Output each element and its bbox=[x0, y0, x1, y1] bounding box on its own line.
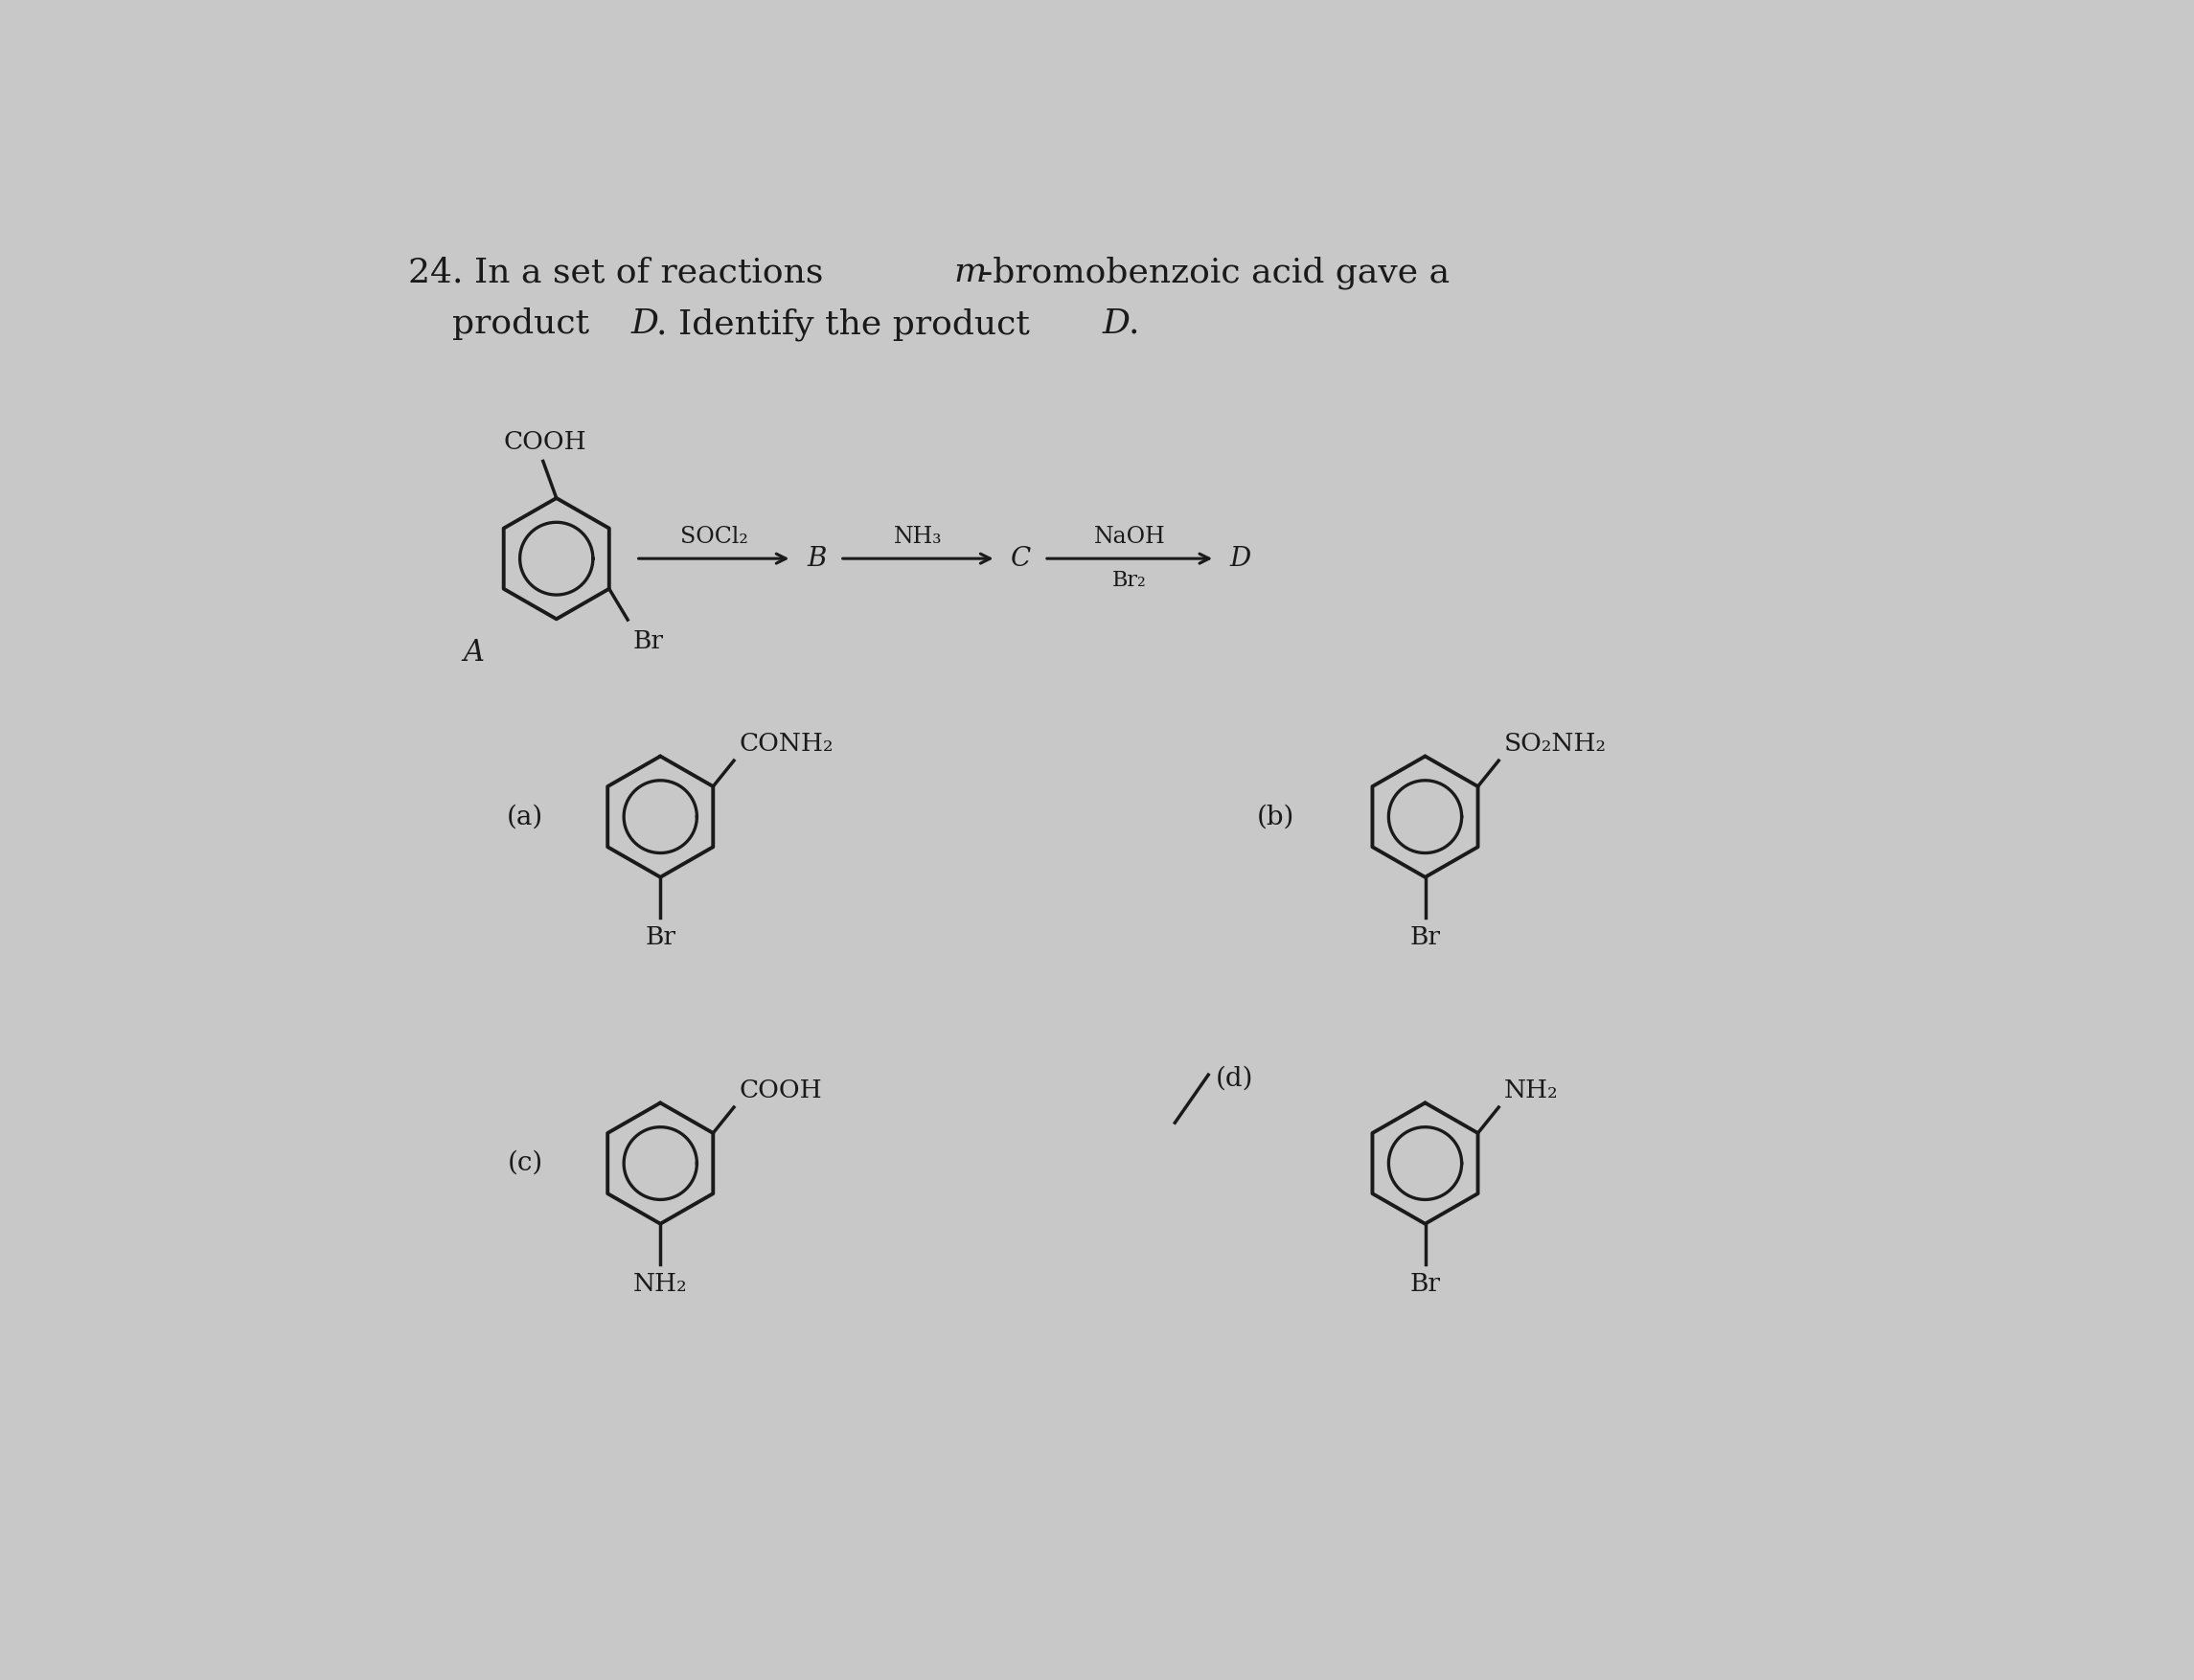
Text: D: D bbox=[1231, 546, 1251, 571]
Text: D: D bbox=[1101, 307, 1130, 341]
Text: D: D bbox=[630, 307, 658, 341]
Text: NH₂: NH₂ bbox=[1503, 1079, 1558, 1102]
Text: NH₂: NH₂ bbox=[634, 1272, 687, 1295]
Text: COOH: COOH bbox=[739, 1079, 823, 1102]
Text: B: B bbox=[807, 546, 827, 571]
Text: (a): (a) bbox=[507, 803, 544, 830]
Text: Br: Br bbox=[632, 630, 663, 654]
Text: C: C bbox=[1011, 546, 1031, 571]
Text: Br: Br bbox=[645, 926, 676, 949]
Text: (d): (d) bbox=[1215, 1065, 1253, 1092]
Text: Br: Br bbox=[1411, 926, 1441, 949]
Text: NaOH: NaOH bbox=[1095, 526, 1165, 548]
Text: -bromobenzoic acid gave a: -bromobenzoic acid gave a bbox=[981, 255, 1450, 289]
Text: CONH₂: CONH₂ bbox=[739, 731, 834, 756]
Text: (c): (c) bbox=[507, 1151, 544, 1176]
Text: . Identify the product: . Identify the product bbox=[656, 307, 1042, 341]
Text: m: m bbox=[954, 255, 987, 289]
Text: SOCl₂: SOCl₂ bbox=[680, 526, 748, 548]
Text: NH₃: NH₃ bbox=[893, 526, 941, 548]
Text: A: A bbox=[463, 637, 485, 667]
Text: SO₂NH₂: SO₂NH₂ bbox=[1503, 731, 1606, 756]
Text: 24. In a set of reactions: 24. In a set of reactions bbox=[408, 255, 834, 289]
Text: (b): (b) bbox=[1257, 803, 1294, 830]
Text: COOH: COOH bbox=[505, 430, 586, 454]
Text: .: . bbox=[1128, 307, 1139, 341]
Text: product: product bbox=[452, 307, 601, 341]
Text: Br: Br bbox=[1411, 1272, 1441, 1295]
Text: Br₂: Br₂ bbox=[1112, 570, 1147, 591]
